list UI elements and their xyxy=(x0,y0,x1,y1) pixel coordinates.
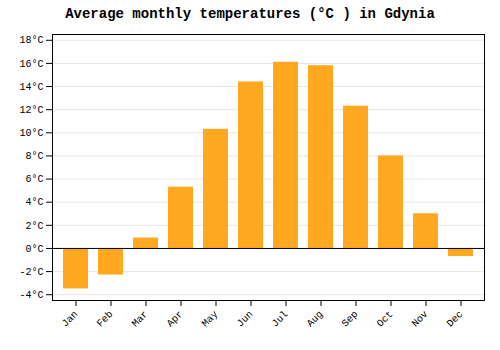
svg-text:-2°C: -2°C xyxy=(19,267,43,278)
svg-text:10°C: 10°C xyxy=(19,128,43,139)
svg-text:Mar: Mar xyxy=(130,309,151,330)
svg-text:Aug: Aug xyxy=(305,309,326,330)
html-text:Average monthly temperatures (: Average monthly temperatures (°C ) in Gd… xyxy=(65,6,435,22)
svg-text:Sep: Sep xyxy=(340,309,361,330)
svg-text:2°C: 2°C xyxy=(25,221,43,232)
svg-text:12°C: 12°C xyxy=(19,105,43,116)
svg-text:Jul: Jul xyxy=(270,309,291,330)
svg-text:Jun: Jun xyxy=(235,309,256,330)
svg-text:Nov: Nov xyxy=(410,309,431,330)
svg-text:8°C: 8°C xyxy=(25,151,43,162)
svg-text:-4°C: -4°C xyxy=(19,290,43,301)
svg-text:16°C: 16°C xyxy=(19,59,43,70)
svg-text:Jan: Jan xyxy=(60,309,81,330)
svg-text:6°C: 6°C xyxy=(25,174,43,185)
svg-text:Dec: Dec xyxy=(445,309,466,330)
svg-text:May: May xyxy=(200,309,221,330)
svg-text:Apr: Apr xyxy=(165,309,186,330)
svg-text:Feb: Feb xyxy=(95,309,116,330)
svg-text:18°C: 18°C xyxy=(19,35,43,46)
svg-text:14°C: 14°C xyxy=(19,82,43,93)
svg-text:Oct: Oct xyxy=(375,309,396,330)
svg-text:4°C: 4°C xyxy=(25,197,43,208)
svg-text:0°C: 0°C xyxy=(25,244,43,255)
